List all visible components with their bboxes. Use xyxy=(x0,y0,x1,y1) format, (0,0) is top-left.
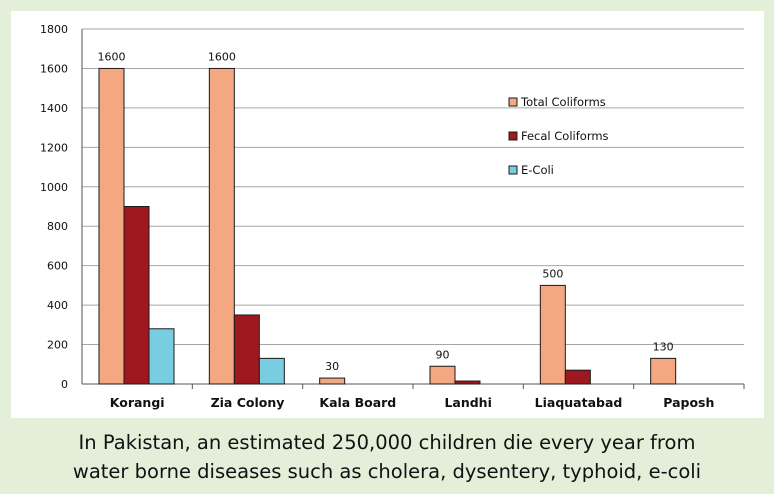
data-label: 30 xyxy=(325,360,339,373)
x-tick-label: Korangi xyxy=(110,395,165,410)
x-tick-label: Zia Colony xyxy=(211,395,285,410)
caption: In Pakistan, an estimated 250,000 childr… xyxy=(0,428,774,486)
bar xyxy=(429,365,456,385)
y-tick-label: 0 xyxy=(61,378,68,391)
bar xyxy=(454,380,481,385)
bar xyxy=(233,314,260,385)
y-tick-label: 1200 xyxy=(40,141,68,154)
legend-swatch xyxy=(508,165,518,175)
caption-line-2: water borne diseases such as cholera, dy… xyxy=(72,460,702,483)
caption-line-1: In Pakistan, an estimated 250,000 childr… xyxy=(78,431,696,454)
bar xyxy=(258,357,285,385)
legend-label: E-Coli xyxy=(521,163,554,177)
y-tick-label: 1800 xyxy=(40,23,68,36)
y-tick-label: 1400 xyxy=(40,102,68,115)
bar xyxy=(319,377,346,385)
data-label: 90 xyxy=(436,348,450,361)
bar-chart: 0 200 400 600 800 1000 1200 1400 1600 1800 1600 Kor… xyxy=(40,23,745,410)
x-tick-label: Kala Board xyxy=(319,395,396,410)
legend-label: Fecal Coliforms xyxy=(521,129,609,143)
legend-swatch xyxy=(508,131,518,141)
y-tick-label: 200 xyxy=(47,339,68,352)
data-label: 1600 xyxy=(98,50,126,63)
chart-panel: 0 200 400 600 800 1000 1200 1400 1600 1800 1600 Kor… xyxy=(11,11,764,418)
y-tick-label: 1600 xyxy=(40,62,68,75)
y-tick-label: 1000 xyxy=(40,181,68,194)
legend-label: Total Coliforms xyxy=(520,95,606,109)
y-tick-label: 400 xyxy=(47,299,68,312)
bar xyxy=(148,328,175,385)
x-tick-label: Landhi xyxy=(444,395,491,410)
legend-swatch xyxy=(508,97,518,107)
bar xyxy=(564,369,591,385)
x-tick-label: Liaquatabad xyxy=(535,395,623,410)
data-label: 1600 xyxy=(208,50,236,63)
bar xyxy=(650,357,677,385)
bar xyxy=(98,67,125,385)
y-tick-label: 800 xyxy=(47,220,68,233)
data-label: 130 xyxy=(653,340,674,353)
y-tick-label: 600 xyxy=(47,260,68,273)
bar xyxy=(539,284,566,385)
data-label: 500 xyxy=(542,267,563,280)
x-tick-label: Paposh xyxy=(663,395,714,410)
bar xyxy=(123,206,150,385)
bar xyxy=(208,67,235,385)
